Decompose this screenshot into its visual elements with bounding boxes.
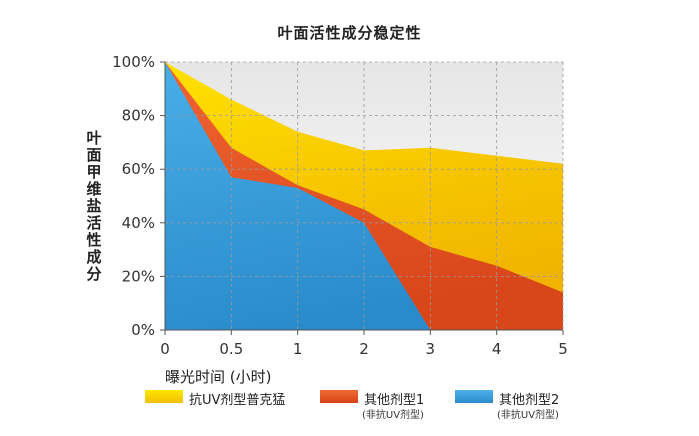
y-tick-label: 40% (122, 214, 155, 232)
legend-sub-3: (非抗UV剂型) (497, 410, 559, 421)
y-tick-label: 0% (131, 321, 155, 339)
legend-label-3: 其他剂型2 (499, 393, 560, 408)
legend-swatch-3 (455, 390, 493, 403)
x-tick-label: 0 (160, 340, 170, 358)
legend-swatch-2 (320, 390, 358, 403)
y-axis-label: 叶面甲维盐活性成分 (86, 129, 102, 283)
legend-label-2: 其他剂型1 (364, 393, 425, 408)
y-tick-label: 60% (122, 160, 155, 178)
x-axis-label: 曝光时间 (小时) (165, 368, 272, 386)
x-tick-label: 1 (293, 340, 303, 358)
x-tick-label: 2 (359, 340, 369, 358)
y-tick-label: 20% (122, 267, 155, 285)
legend-sub-2: (非抗UV剂型) (362, 410, 424, 421)
y-tick-label: 80% (122, 107, 155, 125)
x-tick-label: 0.5 (219, 340, 243, 358)
x-tick-label: 5 (558, 340, 568, 358)
x-tick-label: 4 (492, 340, 502, 358)
series-area-3 (165, 62, 563, 330)
legend-label-1: 抗UV剂型普克猛 (189, 393, 286, 408)
y-tick-label: 100% (112, 53, 155, 71)
legend-swatch-1 (145, 390, 183, 403)
chart-title: 叶面活性成分稳定性 (277, 24, 422, 42)
x-tick-label: 3 (426, 340, 436, 358)
